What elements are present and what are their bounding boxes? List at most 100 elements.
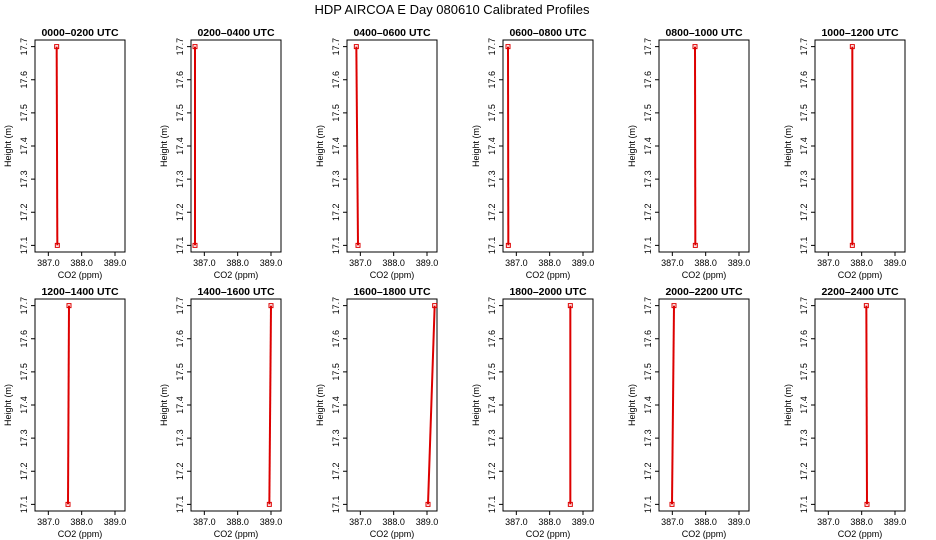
- y-tick-label: 17.4: [19, 396, 29, 414]
- y-tick-label: 17.3: [643, 170, 653, 188]
- y-tick-label: 17.7: [331, 297, 341, 315]
- y-tick-label: 17.3: [331, 170, 341, 188]
- y-tick-label: 17.2: [19, 203, 29, 221]
- chart-panel: 1000–1200 UTC 387.0 388.0 389.0 17.1 17.2 17.3…: [783, 27, 906, 280]
- y-tick-label: 17.1: [487, 496, 497, 514]
- y-tick-label: 17.2: [175, 462, 185, 480]
- y-tick-label: 17.3: [175, 170, 185, 188]
- y-axis-label: Height (m): [3, 384, 13, 426]
- x-tick-label: 389.0: [260, 258, 283, 268]
- y-tick-label: 17.4: [175, 137, 185, 155]
- y-tick-label: 17.1: [175, 237, 185, 255]
- data-point: [669, 501, 675, 507]
- data-point: [65, 501, 71, 507]
- data-point: [692, 44, 698, 50]
- panel-title: 0400–0600 UTC: [353, 27, 430, 39]
- x-axis-label: CO2 (ppm): [214, 270, 259, 280]
- y-tick-label: 17.7: [799, 38, 809, 56]
- panel-title: 2000–2200 UTC: [665, 286, 742, 298]
- chart-panel: 0800–1000 UTC 387.0 388.0 389.0 17.1 17.2 17.3…: [627, 27, 750, 280]
- y-tick-label: 17.6: [331, 71, 341, 89]
- y-tick-label: 17.4: [331, 137, 341, 155]
- x-tick-label: 388.0: [850, 517, 873, 527]
- y-tick-label: 17.6: [799, 71, 809, 89]
- y-tick-label: 17.1: [331, 496, 341, 514]
- y-tick-label: 17.6: [19, 71, 29, 89]
- chart-panel: 0400–0600 UTC 387.0 388.0 389.0 17.1 17.2 17.3…: [315, 27, 438, 280]
- y-tick-label: 17.3: [331, 429, 341, 447]
- data-point: [192, 242, 198, 248]
- y-tick-label: 17.2: [331, 462, 341, 480]
- y-tick-label: 17.1: [19, 496, 29, 514]
- profile-line: [671, 305, 675, 505]
- profile-line: [427, 305, 436, 505]
- x-tick-label: 389.0: [728, 517, 751, 527]
- data-point: [863, 303, 869, 309]
- data-point: [355, 242, 361, 248]
- y-tick-label: 17.5: [643, 104, 653, 122]
- x-tick-label: 389.0: [260, 517, 283, 527]
- data-point: [192, 44, 198, 50]
- data-point: [353, 44, 359, 50]
- profile-line: [268, 305, 272, 505]
- y-tick-label: 17.6: [799, 330, 809, 348]
- plot-frame: [346, 298, 438, 512]
- data-point: [266, 501, 272, 507]
- data-point: [567, 303, 573, 309]
- x-tick-label: 387.0: [193, 517, 216, 527]
- data-point: [54, 44, 60, 50]
- data-point: [268, 303, 274, 309]
- y-tick-label: 17.6: [487, 330, 497, 348]
- profile-line: [865, 305, 868, 505]
- y-tick-label: 17.3: [19, 170, 29, 188]
- x-tick-label: 389.0: [104, 517, 127, 527]
- plot-frame: [502, 39, 594, 253]
- y-axis-label: Height (m): [471, 125, 481, 167]
- y-tick-label: 17.2: [487, 203, 497, 221]
- x-tick-label: 388.0: [850, 258, 873, 268]
- y-tick-label: 17.4: [799, 396, 809, 414]
- y-tick-label: 17.7: [643, 38, 653, 56]
- x-tick-label: 388.0: [538, 517, 561, 527]
- x-axis-label: CO2 (ppm): [370, 270, 415, 280]
- chart-panel: 0000–0200 UTC 387.0 388.0 389.0 17.1 17.2 17.3…: [3, 27, 126, 280]
- plot-frame: [34, 298, 126, 512]
- x-tick-label: 388.0: [226, 258, 249, 268]
- y-tick-label: 17.4: [799, 137, 809, 155]
- y-tick-label: 17.5: [487, 104, 497, 122]
- y-tick-label: 17.7: [331, 38, 341, 56]
- x-axis-label: CO2 (ppm): [58, 529, 103, 539]
- x-tick-label: 388.0: [382, 517, 405, 527]
- y-tick-label: 17.7: [643, 297, 653, 315]
- x-tick-label: 389.0: [572, 258, 595, 268]
- y-tick-label: 17.7: [487, 38, 497, 56]
- x-tick-label: 388.0: [538, 258, 561, 268]
- data-point: [66, 303, 72, 309]
- y-tick-label: 17.4: [19, 137, 29, 155]
- plot-frame: [658, 39, 750, 253]
- profile-line: [67, 305, 70, 505]
- data-point: [671, 303, 677, 309]
- panel-title: 1600–1800 UTC: [353, 286, 430, 298]
- x-tick-label: 387.0: [661, 517, 684, 527]
- y-tick-label: 17.5: [799, 104, 809, 122]
- x-tick-label: 387.0: [817, 258, 840, 268]
- y-tick-label: 17.2: [19, 462, 29, 480]
- y-axis-label: Height (m): [3, 125, 13, 167]
- data-point: [505, 44, 511, 50]
- x-tick-label: 387.0: [349, 258, 372, 268]
- data-point: [864, 501, 870, 507]
- panel-title: 1800–2000 UTC: [509, 286, 586, 298]
- y-tick-label: 17.5: [487, 363, 497, 381]
- y-tick-label: 17.1: [643, 496, 653, 514]
- panel-title: 1200–1400 UTC: [41, 286, 118, 298]
- x-tick-label: 387.0: [661, 258, 684, 268]
- y-tick-label: 17.3: [19, 429, 29, 447]
- y-axis-label: Height (m): [159, 125, 169, 167]
- data-point: [692, 242, 698, 248]
- y-tick-label: 17.2: [331, 203, 341, 221]
- chart-panel: 0200–0400 UTC 387.0 388.0 389.0 17.1 17.2 17.3…: [159, 27, 282, 280]
- y-tick-label: 17.6: [19, 330, 29, 348]
- y-axis-label: Height (m): [315, 384, 325, 426]
- y-tick-label: 17.3: [487, 170, 497, 188]
